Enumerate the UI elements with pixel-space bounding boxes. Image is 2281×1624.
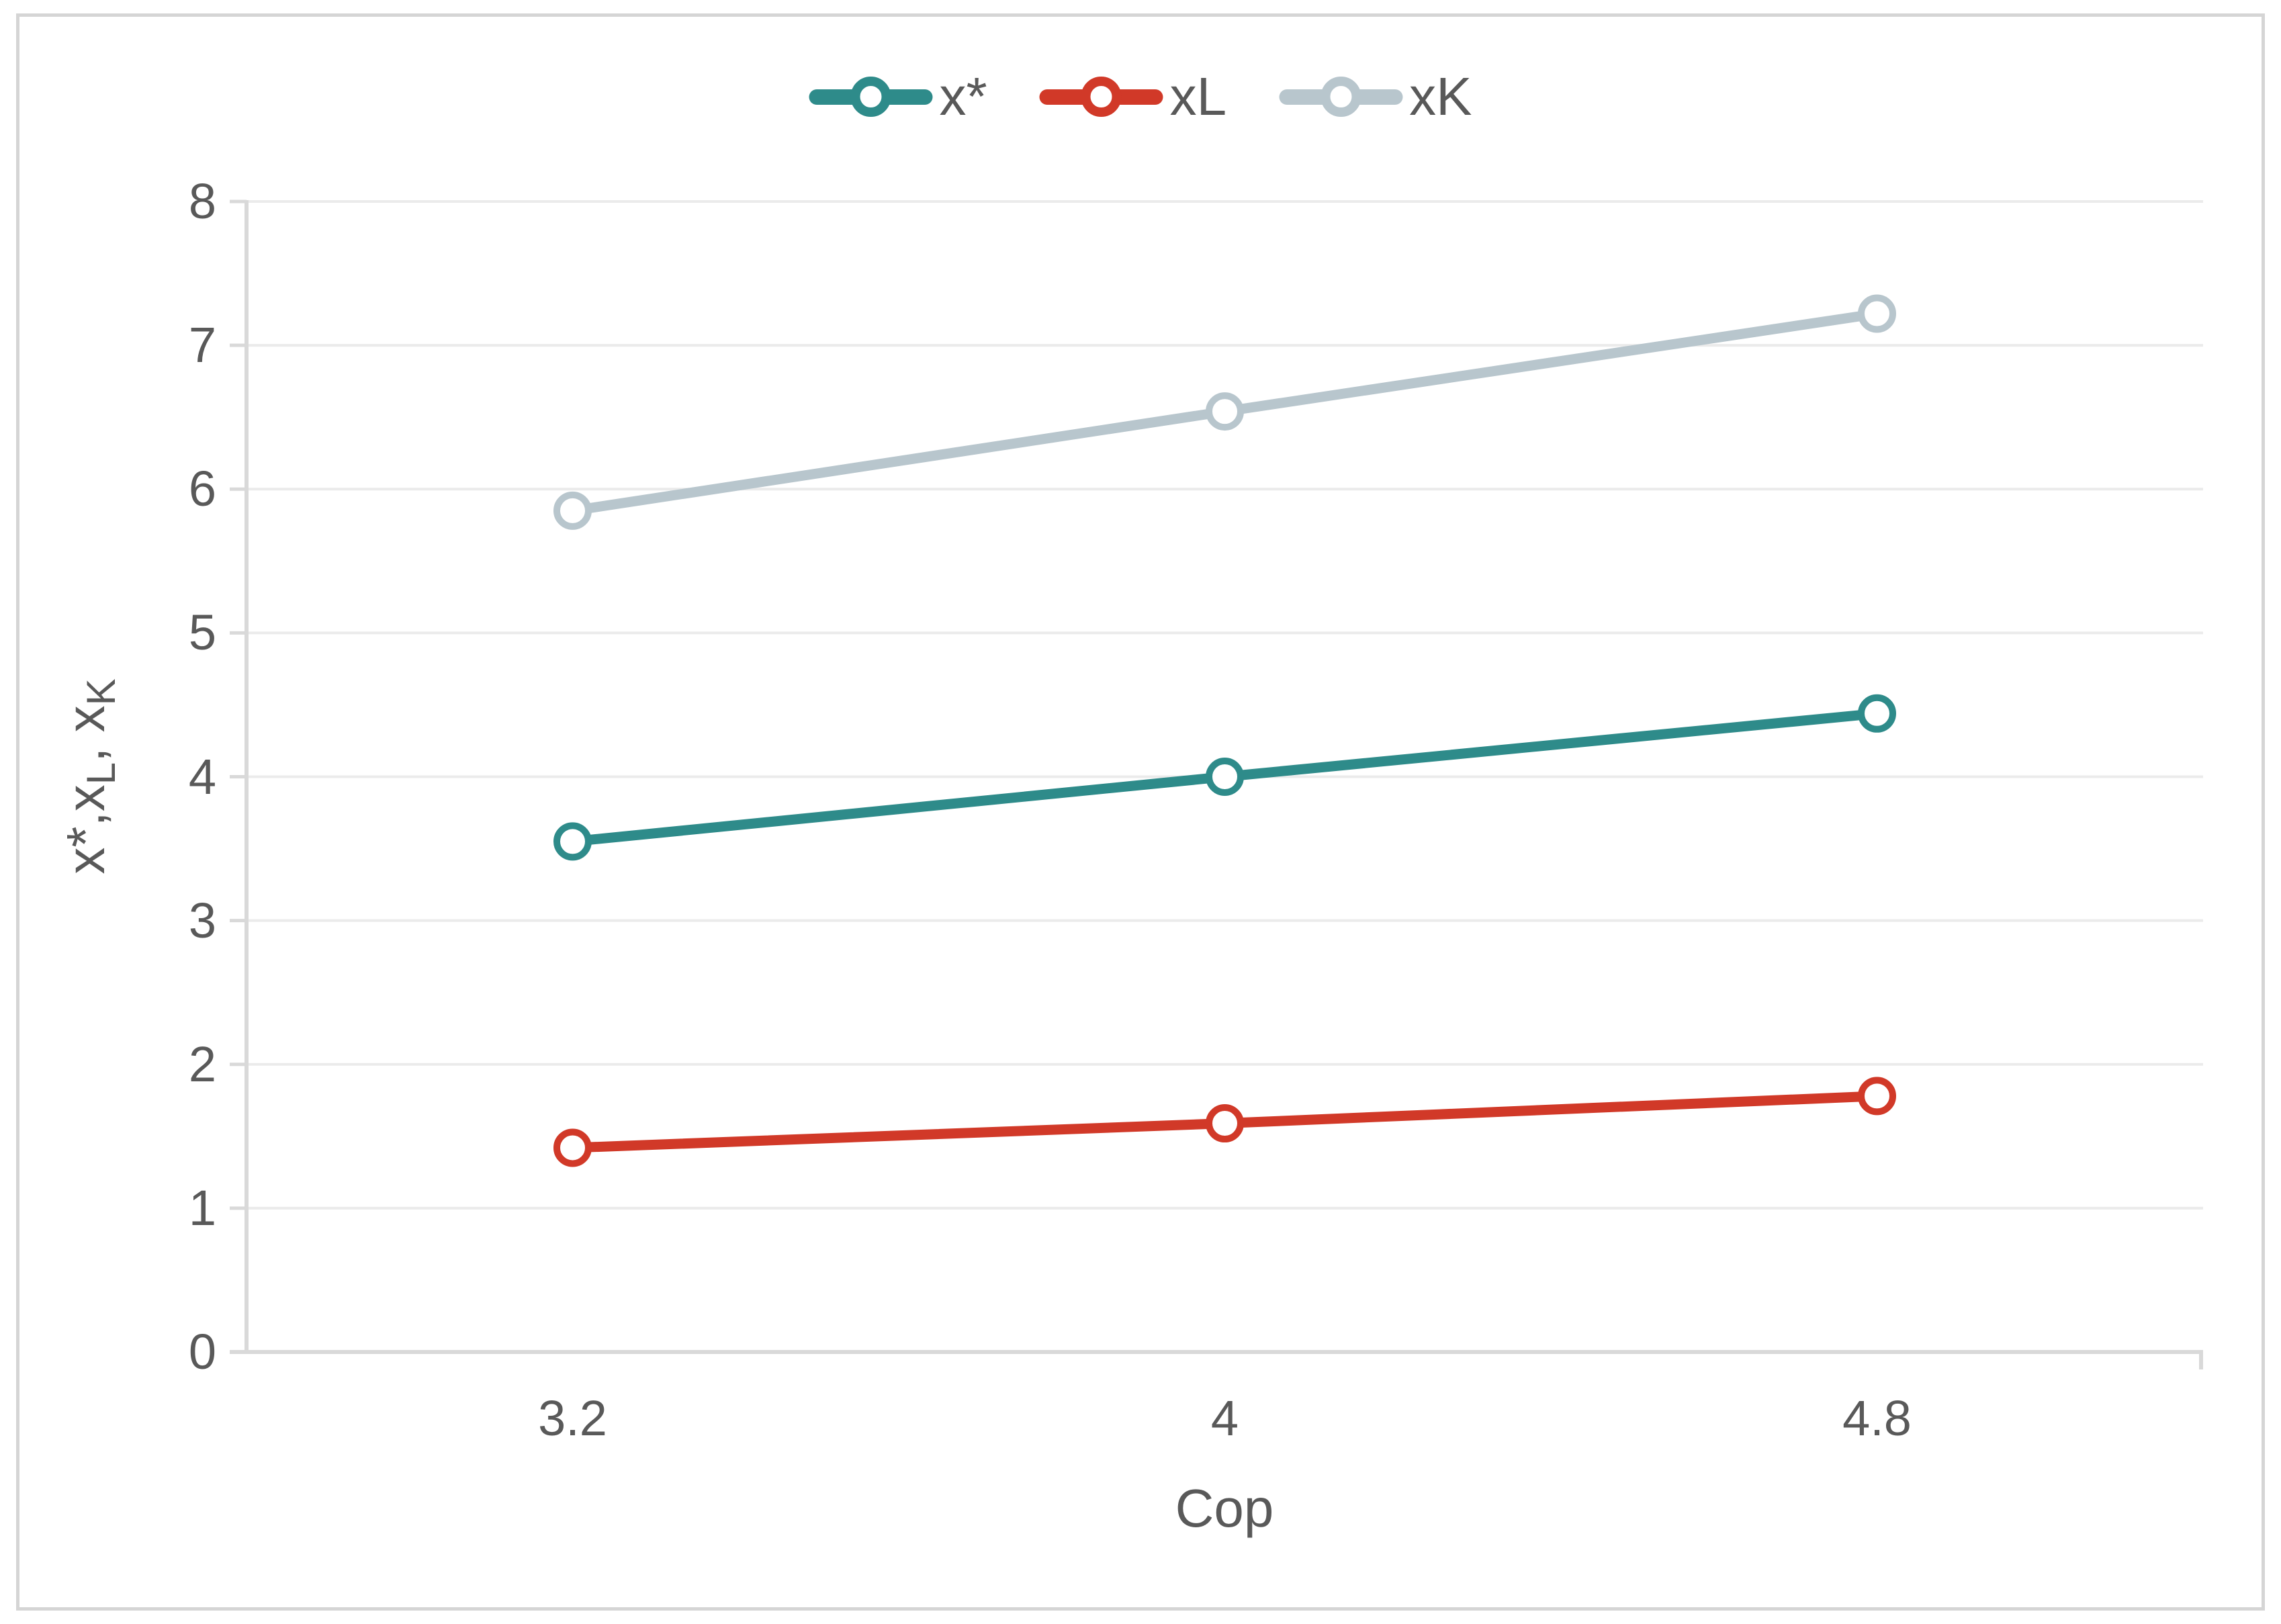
y-tick-label-0: 0 [188,1324,216,1380]
legend-item-xK: xK [1279,70,1472,124]
y-title-x1: x [56,847,116,874]
y-title-sub-L: L [79,762,124,785]
legend-label: xL [1169,66,1227,126]
marker-xL-point-0 [553,1128,592,1167]
y-title-sub-K: K [79,678,124,706]
y-tick-label-1: 1 [188,1179,216,1236]
legend-line-swatch [1039,77,1163,117]
marker-x*-point-2 [1858,694,1896,733]
chart-border-frame [16,13,2265,1611]
legend-line-swatch [809,77,933,117]
x-tick-label-4: 4 [1210,1390,1239,1446]
y-tick-label-8: 8 [188,173,216,229]
y-tick-label-5: 5 [188,604,216,661]
marker-x*-point-1 [1206,758,1244,796]
y-tick-label-4: 4 [188,748,216,805]
x-tick-label-3.2: 3.2 [538,1390,607,1446]
legend-open-circle-marker-icon [1081,77,1122,117]
legend-item-xL: xL [1039,66,1227,126]
marker-xK-point-1 [1206,392,1244,431]
legend-item-x*: x* [809,70,987,124]
marker-xL-point-2 [1858,1077,1896,1116]
legend-label: x* [939,66,987,126]
y-title-x3: , x [56,705,116,762]
y-title-star: * [56,826,116,848]
y-tick-label-6: 6 [188,461,216,517]
y-axis-title: x*,xL, xK [56,678,124,874]
x-tick-label-4.8: 4.8 [1842,1390,1912,1446]
marker-x*-point-0 [553,822,592,861]
legend-label: xK [1409,66,1472,126]
legend-open-circle-marker-icon [850,77,891,117]
marker-xK-point-2 [1858,294,1896,333]
y-title-x2: ,x [56,784,116,827]
y-tick-label-2: 2 [188,1036,216,1092]
y-tick-label-3: 3 [188,892,216,948]
legend: x* xL xK [809,70,1472,124]
marker-xL-point-1 [1206,1104,1244,1143]
y-tick-label-7: 7 [188,317,216,373]
x-axis-title: Cop [1175,1478,1274,1538]
marker-xK-point-0 [553,491,592,530]
